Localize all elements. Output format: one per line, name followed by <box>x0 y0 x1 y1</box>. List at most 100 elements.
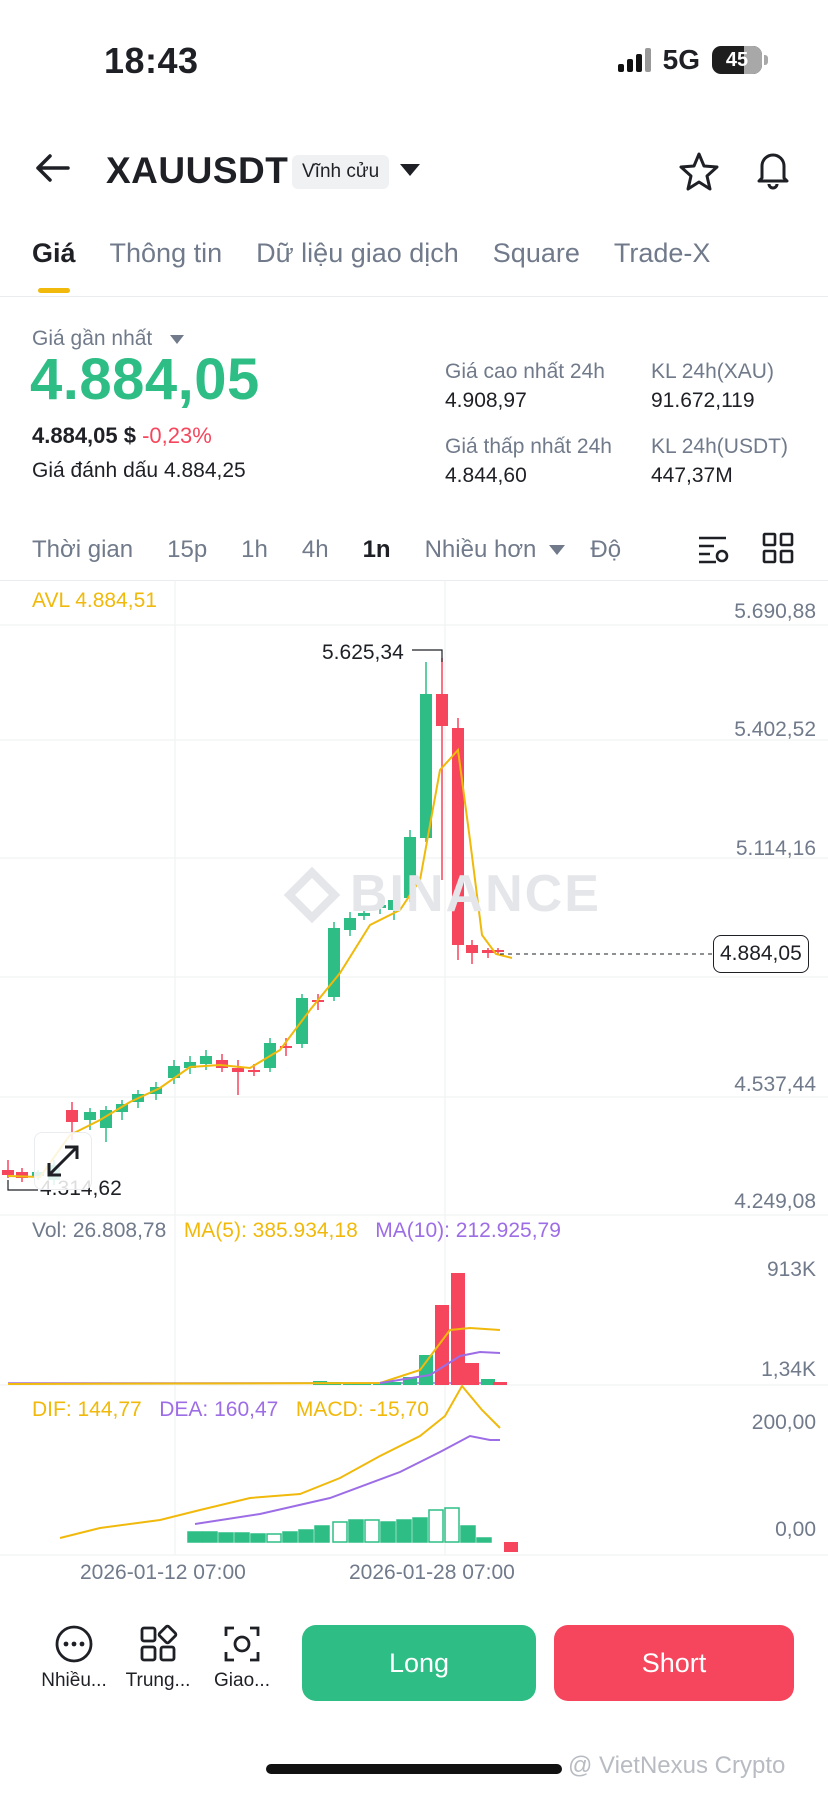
macd-histogram-bar <box>314 1525 330 1543</box>
volume-bar <box>419 1355 433 1385</box>
high-marker: 5.625,34 <box>322 641 404 664</box>
volume-bar <box>403 1377 417 1385</box>
candle-body <box>184 1062 196 1068</box>
interval-4h[interactable]: 4h <box>301 536 329 563</box>
macd-histogram-bar <box>332 1521 348 1543</box>
interval-1d[interactable]: 1n <box>362 536 391 563</box>
center-menu-label: Trung... <box>125 1670 191 1691</box>
macd-histogram-bar <box>250 1533 266 1543</box>
contract-type-badge[interactable]: Vĩnh cửu <box>292 155 390 189</box>
macd-histogram-bar <box>412 1517 428 1543</box>
vol-tick: 913K <box>766 1258 816 1281</box>
network-type: 5G <box>662 44 700 75</box>
candlestick-chart[interactable] <box>0 580 828 1560</box>
divider <box>0 580 828 581</box>
tab-info[interactable]: Thông tin <box>109 238 223 268</box>
trade-menu[interactable]: Giao... <box>202 1624 282 1692</box>
candle-body <box>232 1068 244 1072</box>
macd-dea: DEA: 160,47 <box>159 1398 279 1421</box>
macd-histogram-bar <box>460 1525 476 1543</box>
ma-line <box>7 747 513 1179</box>
interval-bar: Thời gian 15p 1h 4h 1n Nhiều hơn Độ <box>32 536 655 564</box>
last-price-label[interactable]: Giá gần nhất <box>32 327 153 350</box>
x-tick: 2026-01-28 07:00 <box>349 1561 515 1584</box>
candle-body <box>388 900 400 910</box>
y-tick: 5.114,16 <box>735 837 816 860</box>
current-price-tag: 4.884,05 <box>713 935 809 973</box>
grid-layout-icon[interactable] <box>762 532 794 564</box>
chart-settings-icon[interactable] <box>696 532 730 566</box>
status-time: 18:43 <box>104 40 199 81</box>
long-button[interactable]: Long <box>302 1625 536 1701</box>
vol-ma10-line <box>379 1350 501 1384</box>
center-menu[interactable]: Trung... <box>118 1624 198 1692</box>
macd-dif-line <box>59 1384 501 1539</box>
interval-1h[interactable]: 1h <box>241 536 268 563</box>
high-24h-value: 4.908,97 <box>445 389 527 412</box>
macd-dea-line <box>194 1434 500 1525</box>
macd-histogram-bar <box>504 1542 518 1552</box>
low-24h-value: 4.844,60 <box>445 464 527 487</box>
more-menu[interactable]: Nhiều... <box>34 1624 114 1692</box>
macd-histogram-bar <box>218 1532 234 1543</box>
chevron-down-icon[interactable] <box>170 335 184 344</box>
overlay-watermark: @ VietNexus Crypto <box>568 1752 786 1779</box>
macd-histogram-bar <box>282 1531 298 1543</box>
usd-price-row: 4.884,05 $ -0,23% <box>32 423 212 449</box>
candle-body <box>420 694 432 838</box>
candle-body <box>328 928 340 997</box>
divider <box>0 296 828 297</box>
short-button[interactable]: Short <box>554 1625 794 1701</box>
macd-histogram-bar <box>396 1519 412 1543</box>
expand-icon <box>47 1145 79 1177</box>
home-indicator[interactable] <box>266 1764 562 1774</box>
tab-trading-data[interactable]: Dữ liệu giao dịch <box>256 238 459 268</box>
interval-15m[interactable]: 15p <box>167 536 208 563</box>
macd-histogram-bar <box>444 1507 460 1543</box>
depth-tab[interactable]: Độ <box>590 536 622 563</box>
mark-price-label: Giá đánh dấu <box>32 459 159 482</box>
trade-menu-label: Giao... <box>214 1670 270 1691</box>
volume-bar <box>435 1305 449 1385</box>
candle-body <box>404 837 416 898</box>
vol-xau-value: 91.672,119 <box>651 389 755 412</box>
active-tab-indicator <box>38 288 70 293</box>
symbol-dropdown-icon[interactable] <box>400 164 420 176</box>
candle-body <box>452 728 464 945</box>
y-tick: 5.690,88 <box>734 600 816 623</box>
status-icons: 5G 45 <box>617 44 768 76</box>
vol-usdt-value: 447,37M <box>651 464 733 487</box>
volume-legend: Vol: 26.808,78 MA(5): 385.934,18 MA(10):… <box>32 1219 561 1243</box>
back-arrow-icon[interactable] <box>32 148 72 188</box>
low-marker-line <box>7 1180 38 1191</box>
bell-icon[interactable] <box>752 148 794 190</box>
candle-body <box>66 1110 78 1122</box>
expand-chart-button[interactable] <box>34 1132 92 1190</box>
macd-legend: DIF: 144,77 DEA: 160,47 MACD: -15,70 <box>32 1398 429 1422</box>
favorite-star-icon[interactable] <box>678 150 720 192</box>
candle-body <box>436 694 448 726</box>
macd-histogram-bar <box>476 1537 492 1543</box>
vol-xau-label: KL 24h(XAU) <box>651 360 774 383</box>
tab-price[interactable]: Giá <box>32 238 76 268</box>
tab-square[interactable]: Square <box>492 238 580 268</box>
symbol-title[interactable]: XAUUSDT <box>106 150 289 191</box>
tab-trade-x[interactable]: Trade-X <box>613 238 711 268</box>
high-24h-label: Giá cao nhất 24h <box>445 360 605 383</box>
macd-histogram-bar <box>348 1519 364 1543</box>
macd-histogram-bar <box>202 1531 218 1543</box>
last-price: 4.884,05 <box>30 347 260 412</box>
candle-body <box>16 1172 28 1178</box>
volume-bar <box>465 1363 479 1385</box>
macd-histogram-bar <box>266 1533 282 1543</box>
interval-more[interactable]: Nhiều hơn <box>424 536 537 563</box>
macd-value: MACD: -15,70 <box>295 1398 429 1421</box>
candle-body <box>374 905 386 908</box>
avl-label: AVL 4.884,51 <box>32 589 157 612</box>
chevron-down-icon[interactable] <box>549 545 565 555</box>
candle-body <box>358 913 370 916</box>
interval-time[interactable]: Thời gian <box>32 536 134 563</box>
macd-dif: DIF: 144,77 <box>32 1398 142 1421</box>
vol-tick: 1,34K <box>761 1358 816 1381</box>
candle-body <box>216 1060 228 1068</box>
